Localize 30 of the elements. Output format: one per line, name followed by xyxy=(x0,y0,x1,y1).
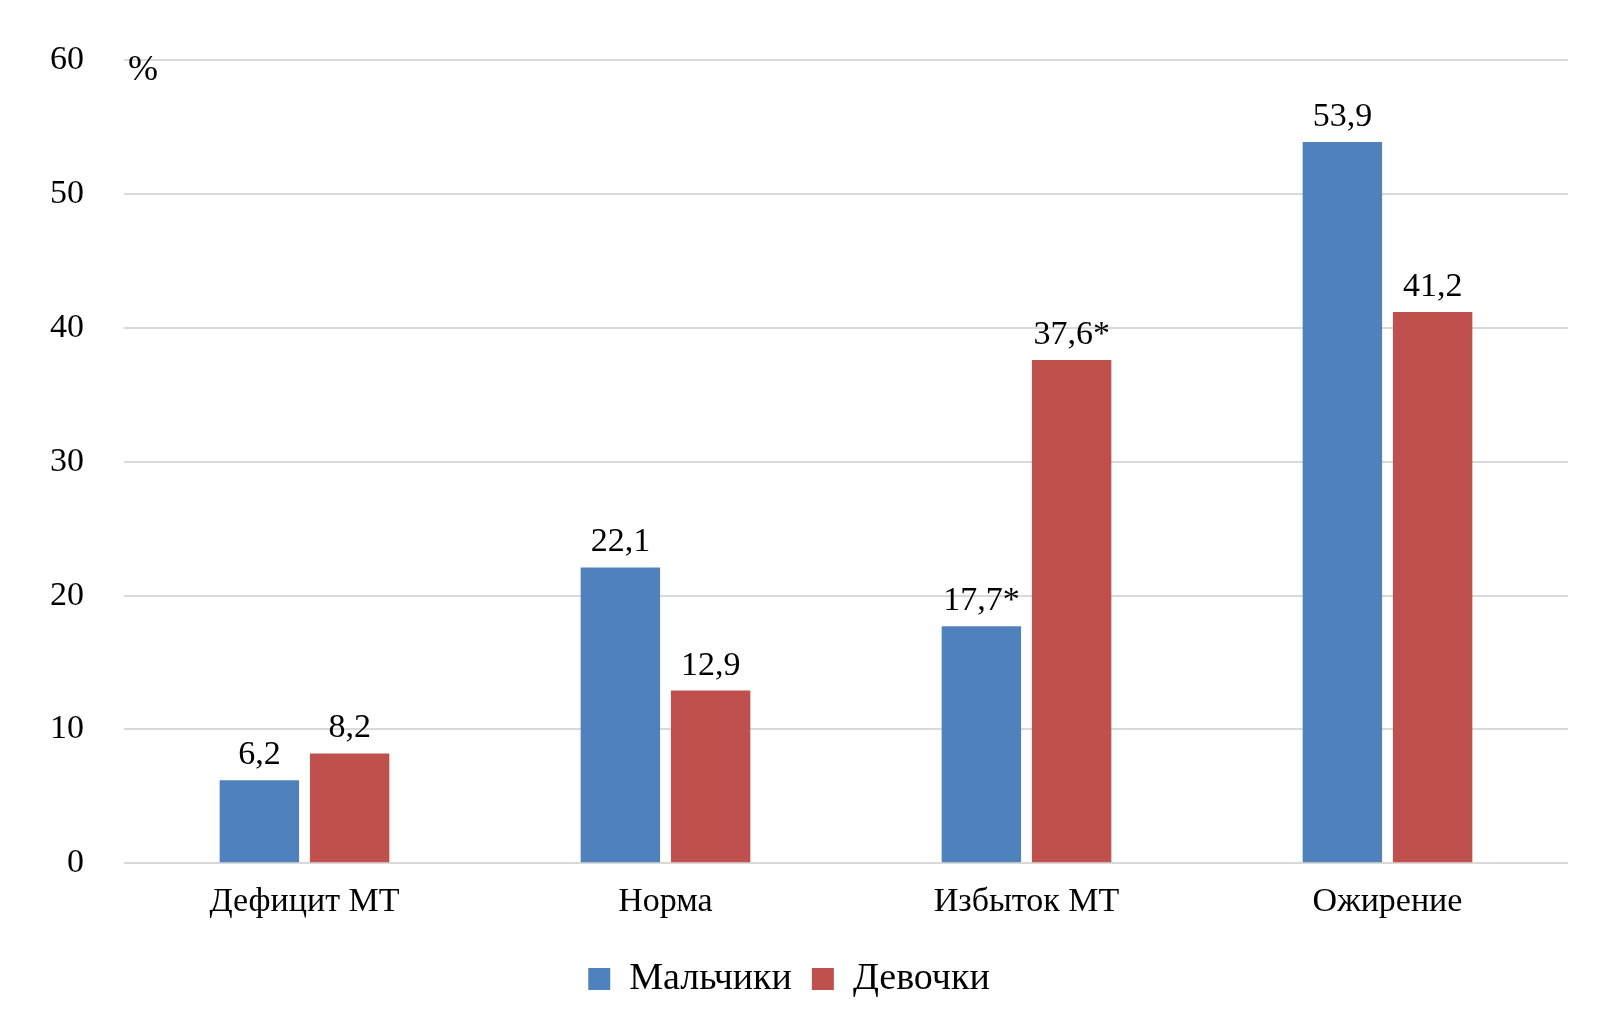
x-tick-label: Дефицит МТ xyxy=(209,880,400,918)
legend-label: Мальчики xyxy=(629,954,792,997)
y-tick-label: 40 xyxy=(50,306,84,344)
bar xyxy=(670,690,751,863)
y-tick-label: 30 xyxy=(50,440,84,478)
bar xyxy=(1392,311,1473,863)
bar xyxy=(580,567,661,863)
bar xyxy=(1031,360,1112,863)
bar xyxy=(1302,142,1383,863)
data-label: 53,9 xyxy=(1312,95,1373,133)
x-tick-label: Избыток МТ xyxy=(933,880,1120,918)
y-axis-title: % xyxy=(128,47,158,88)
y-tick-label: 60 xyxy=(50,39,84,77)
legend-label: Девочки xyxy=(852,954,990,997)
data-label: 37,6* xyxy=(1033,314,1110,352)
bar xyxy=(219,780,300,863)
data-label: 22,1 xyxy=(590,521,651,559)
data-label: 41,2 xyxy=(1402,265,1463,303)
bar xyxy=(941,626,1022,863)
data-label: 17,7* xyxy=(943,580,1020,618)
y-tick-label: 0 xyxy=(67,842,84,880)
y-tick-label: 50 xyxy=(50,173,84,211)
x-tick-label: Норма xyxy=(618,880,713,918)
data-label: 12,9 xyxy=(680,644,741,682)
data-label: 6,2 xyxy=(238,734,281,772)
y-tick-label: 20 xyxy=(50,574,84,612)
bar xyxy=(309,753,390,863)
x-tick-label: Ожирение xyxy=(1312,880,1463,918)
y-tick-label: 10 xyxy=(50,708,84,746)
data-label: 8,2 xyxy=(328,707,371,745)
